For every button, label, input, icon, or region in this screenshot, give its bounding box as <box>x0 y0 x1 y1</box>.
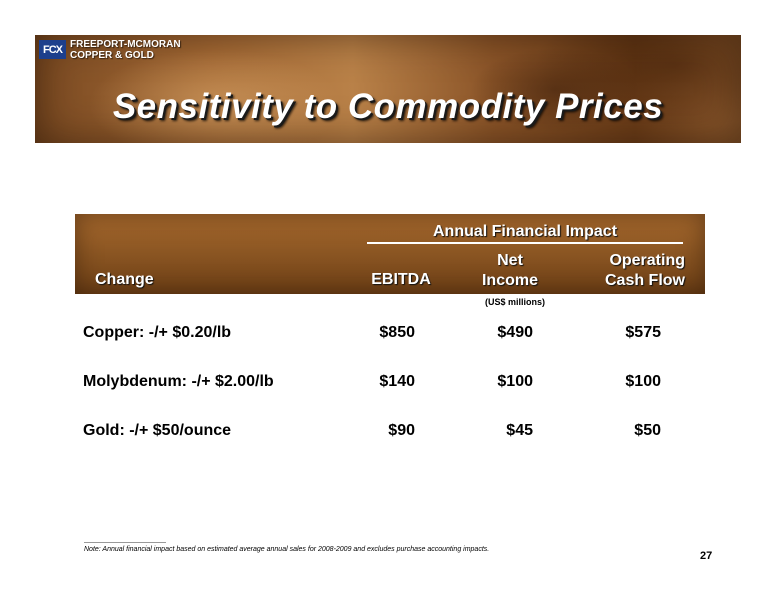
footnote-divider <box>84 542 166 543</box>
cell-operating-cash-flow: $50 <box>634 422 661 439</box>
page-number: 27 <box>700 550 713 562</box>
company-logo: FCX FREEPORT-MCMORAN COPPER & GOLD <box>39 39 181 61</box>
header-ebitda: EBITDA <box>371 271 431 288</box>
footnote: Note: Annual financial impact based on e… <box>84 546 490 553</box>
cell-net-income: $45 <box>506 422 533 439</box>
header-net-line1: Net <box>497 252 523 269</box>
table-row: Copper: -/+ $0.20/lb $850 $490 $575 <box>83 324 683 346</box>
cell-ebitda: $140 <box>379 373 415 390</box>
logo-line-2: COPPER & GOLD <box>70 50 154 61</box>
table-row: Gold: -/+ $50/ounce $90 $45 $50 <box>83 422 683 444</box>
table-header: Annual Financial Impact Change EBITDA Ne… <box>75 214 705 294</box>
cell-net-income: $490 <box>497 324 533 341</box>
header-group-annual-impact: Annual Financial Impact <box>367 223 683 244</box>
table-row: Molybdenum: -/+ $2.00/lb $140 $100 $100 <box>83 373 683 395</box>
page-title: Sensitivity to Commodity Prices <box>112 87 664 126</box>
cell-operating-cash-flow: $575 <box>625 324 661 341</box>
cell-ebitda: $850 <box>379 324 415 341</box>
header-ocf-line1: Operating <box>609 252 685 269</box>
header-ocf-line2: Cash Flow <box>604 272 685 289</box>
cell-net-income: $100 <box>497 373 533 390</box>
logo-line-1: FREEPORT-MCMORAN <box>70 39 181 50</box>
header-operating-cash-flow: Operating Cash Flow <box>575 251 685 291</box>
cell-operating-cash-flow: $100 <box>625 373 661 390</box>
title-banner: FCX FREEPORT-MCMORAN COPPER & GOLD Sensi… <box>35 35 741 143</box>
row-label: Gold: -/+ $50/ounce <box>83 422 232 439</box>
row-label: Molybdenum: -/+ $2.00/lb <box>83 373 274 390</box>
header-net-income: Net Income <box>465 251 555 291</box>
units-label: (US$ millions) <box>484 297 545 307</box>
logo-text: FREEPORT-MCMORAN COPPER & GOLD <box>70 39 181 61</box>
logo-mark-icon: FCX <box>39 40 66 59</box>
row-label: Copper: -/+ $0.20/lb <box>83 324 232 341</box>
header-change: Change <box>95 271 154 288</box>
cell-ebitda: $90 <box>388 422 415 439</box>
header-net-line2: Income <box>481 272 538 289</box>
